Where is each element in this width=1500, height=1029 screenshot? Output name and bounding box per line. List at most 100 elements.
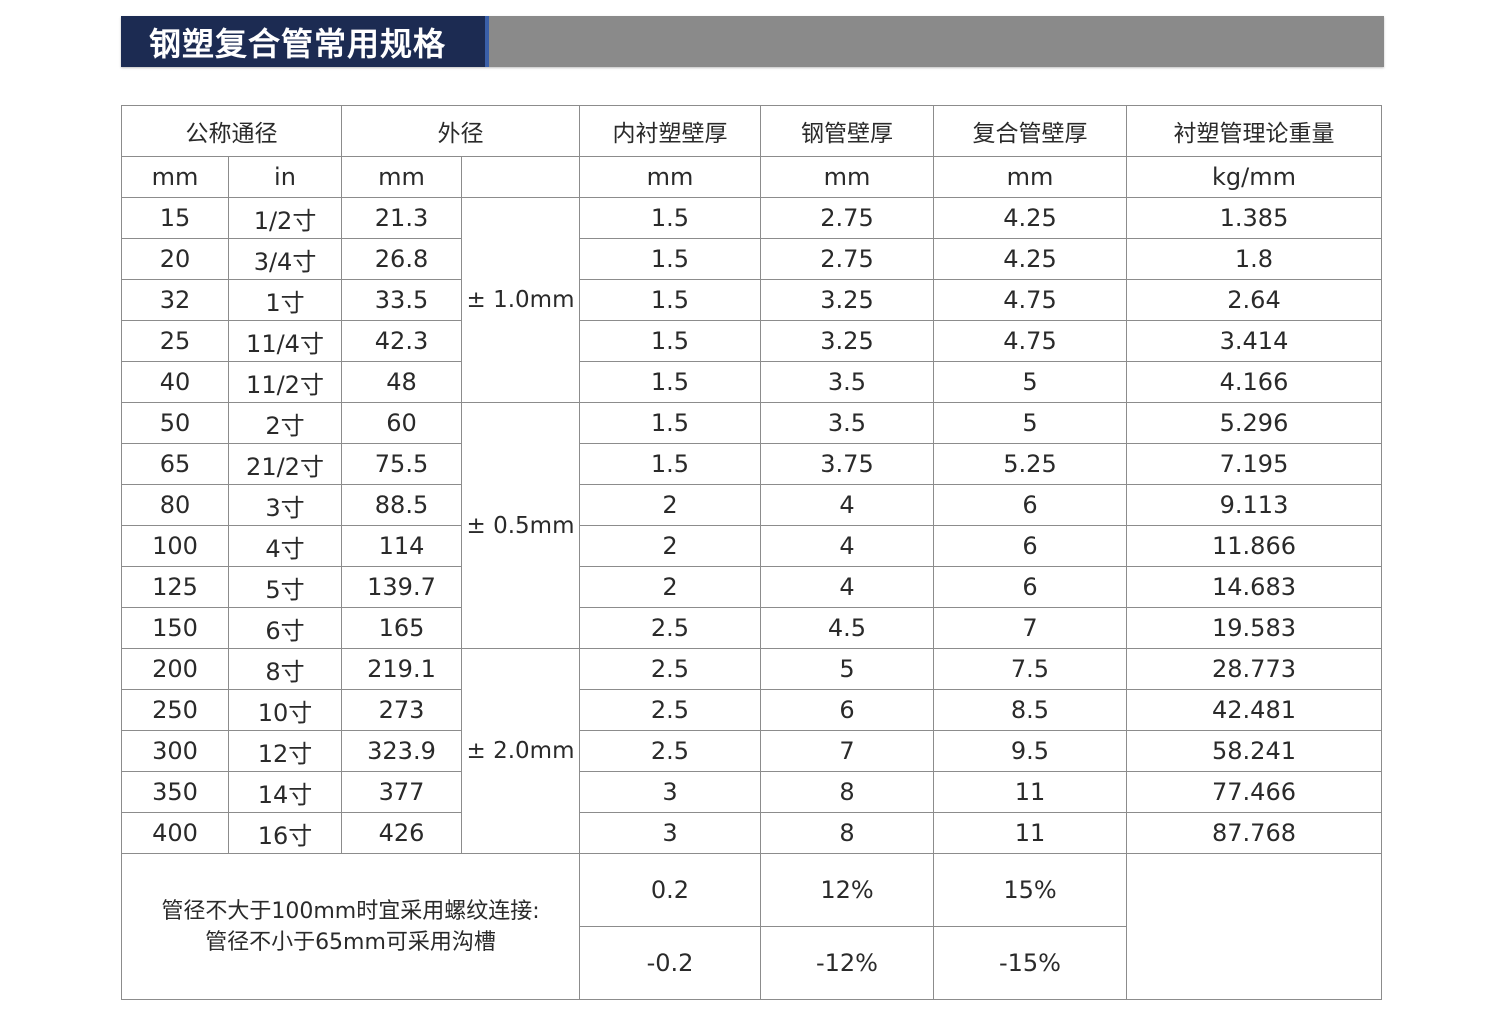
cell-steel: 7	[760, 730, 934, 772]
header-composite: 复合管壁厚	[933, 105, 1127, 157]
cell-outer-mm: 60	[341, 402, 462, 444]
cell-outer-mm: 26.8	[341, 238, 462, 280]
cell-steel: 8	[760, 812, 934, 854]
table-row: 350 14寸 377 3 8 11 77.466	[121, 771, 1382, 813]
table-row: 400 16寸 426 3 8 11 87.768	[121, 812, 1382, 854]
cell-weight: 5.296	[1126, 402, 1382, 444]
cell-outer-mm: 426	[341, 812, 462, 854]
outer-tolerance: ± 2.0mm	[461, 648, 580, 854]
cell-nominal-mm: 15	[121, 197, 229, 239]
cell-weight: 4.166	[1126, 361, 1382, 403]
outer-tolerance: ± 1.0mm	[461, 197, 580, 403]
cell-outer-mm: 42.3	[341, 320, 462, 362]
cell-steel: 2.75	[760, 197, 934, 239]
cell-composite: 6	[933, 484, 1127, 526]
table-row: 32 1寸 33.5 1.5 3.25 4.75 2.64	[121, 279, 1382, 321]
cell-outer-mm: 21.3	[341, 197, 462, 239]
tolerance-plus-composite: 15%	[933, 853, 1127, 927]
cell-outer-mm: 273	[341, 689, 462, 731]
cell-nominal-mm: 65	[121, 443, 229, 485]
cell-weight: 42.481	[1126, 689, 1382, 731]
cell-weight: 2.64	[1126, 279, 1382, 321]
cell-weight: 3.414	[1126, 320, 1382, 362]
table-row: 15 1/2寸 21.3 ± 1.0mm 1.5 2.75 4.25 1.385	[121, 197, 1382, 403]
unit-composite: mm	[933, 156, 1127, 198]
cell-steel: 2.75	[760, 238, 934, 280]
cell-outer-mm: 219.1	[341, 648, 462, 690]
cell-steel: 3.5	[760, 402, 934, 444]
cell-nominal-mm: 32	[121, 279, 229, 321]
cell-nominal-mm: 100	[121, 525, 229, 567]
cell-composite: 9.5	[933, 730, 1127, 772]
cell-nominal-mm: 80	[121, 484, 229, 526]
cell-lining: 2.5	[579, 689, 761, 731]
table-row: 65 21/2寸 75.5 1.5 3.75 5.25 7.195	[121, 443, 1382, 485]
header-row: 公称通径 外径 内衬塑壁厚 钢管壁厚 复合管壁厚 衬塑管理论重量	[121, 105, 1382, 157]
cell-steel: 3.75	[760, 443, 934, 485]
cell-nominal-in: 12寸	[228, 730, 342, 772]
cell-steel: 8	[760, 771, 934, 813]
tolerance-minus-steel: -12%	[760, 926, 934, 1000]
spec-table: 公称通径 外径 内衬塑壁厚 钢管壁厚 复合管壁厚 衬塑管理论重量 mm in m…	[121, 105, 1382, 1000]
cell-lining: 1.5	[579, 320, 761, 362]
cell-steel: 4.5	[760, 607, 934, 649]
outer-tolerance: ± 0.5mm	[461, 402, 580, 649]
cell-lining: 2.5	[579, 730, 761, 772]
cell-outer-mm: 139.7	[341, 566, 462, 608]
tolerance-minus-composite: -15%	[933, 926, 1127, 1000]
cell-outer-mm: 48	[341, 361, 462, 403]
note-line-1: 管径不大于100mm时宜采用螺纹连接:	[161, 898, 540, 924]
cell-lining: 1.5	[579, 361, 761, 403]
cell-composite: 5	[933, 402, 1127, 444]
footer-row-minus: -0.2 -12% -15%	[122, 926, 1382, 1000]
cell-weight: 11.866	[1126, 525, 1382, 567]
cell-weight: 28.773	[1126, 648, 1382, 690]
cell-outer-mm: 33.5	[341, 279, 462, 321]
table-row: 200 8寸 219.1 ± 2.0mm 2.5 5 7.5 28.773	[121, 648, 1382, 854]
unit-nominal-in: in	[228, 156, 342, 198]
cell-outer-mm: 377	[341, 771, 462, 813]
table-row: 150 6寸 165 2.5 4.5 7 19.583	[121, 607, 1382, 649]
cell-lining: 3	[579, 771, 761, 813]
cell-weight: 7.195	[1126, 443, 1382, 485]
cell-steel: 6	[760, 689, 934, 731]
cell-weight: 1.385	[1126, 197, 1382, 239]
cell-nominal-in: 1寸	[228, 279, 342, 321]
unit-steel: mm	[760, 156, 934, 198]
cell-weight: 77.466	[1126, 771, 1382, 813]
cell-nominal-mm: 150	[121, 607, 229, 649]
cell-weight: 9.113	[1126, 484, 1382, 526]
cell-composite: 8.5	[933, 689, 1127, 731]
cell-composite: 7.5	[933, 648, 1127, 690]
footer-row-plus: 管径不大于100mm时宜采用螺纹连接: 管径不小于65mm可采用沟槽 0.2 1…	[121, 853, 1382, 1000]
cell-nominal-in: 11/2寸	[228, 361, 342, 403]
cell-nominal-in: 11/4寸	[228, 320, 342, 362]
tolerance-plus-steel: 12%	[760, 853, 934, 927]
unit-lining: mm	[579, 156, 761, 198]
cell-composite: 11	[933, 771, 1127, 813]
cell-lining: 3	[579, 812, 761, 854]
cell-weight: 1.8	[1126, 238, 1382, 280]
cell-nominal-mm: 20	[121, 238, 229, 280]
cell-nominal-mm: 40	[121, 361, 229, 403]
tolerance-plus-lining: 0.2	[579, 853, 761, 927]
cell-steel: 4	[760, 484, 934, 526]
cell-lining: 2.5	[579, 648, 761, 690]
header-steel: 钢管壁厚	[760, 105, 934, 157]
cell-steel: 3.25	[760, 320, 934, 362]
table-row: 40 11/2寸 48 1.5 3.5 5 4.166	[121, 361, 1382, 403]
tolerance-minus-lining: -0.2	[579, 926, 761, 1000]
cell-steel: 4	[760, 525, 934, 567]
cell-lining: 1.5	[579, 279, 761, 321]
cell-lining: 2	[579, 484, 761, 526]
cell-composite: 6	[933, 566, 1127, 608]
cell-composite: 6	[933, 525, 1127, 567]
cell-composite: 4.75	[933, 279, 1127, 321]
cell-steel: 3.5	[760, 361, 934, 403]
cell-nominal-mm: 125	[121, 566, 229, 608]
table-row: 25 11/4寸 42.3 1.5 3.25 4.75 3.414	[121, 320, 1382, 362]
cell-nominal-mm: 25	[121, 320, 229, 362]
cell-lining: 2	[579, 525, 761, 567]
unit-weight: kg/mm	[1126, 156, 1382, 198]
cell-lining: 1.5	[579, 238, 761, 280]
